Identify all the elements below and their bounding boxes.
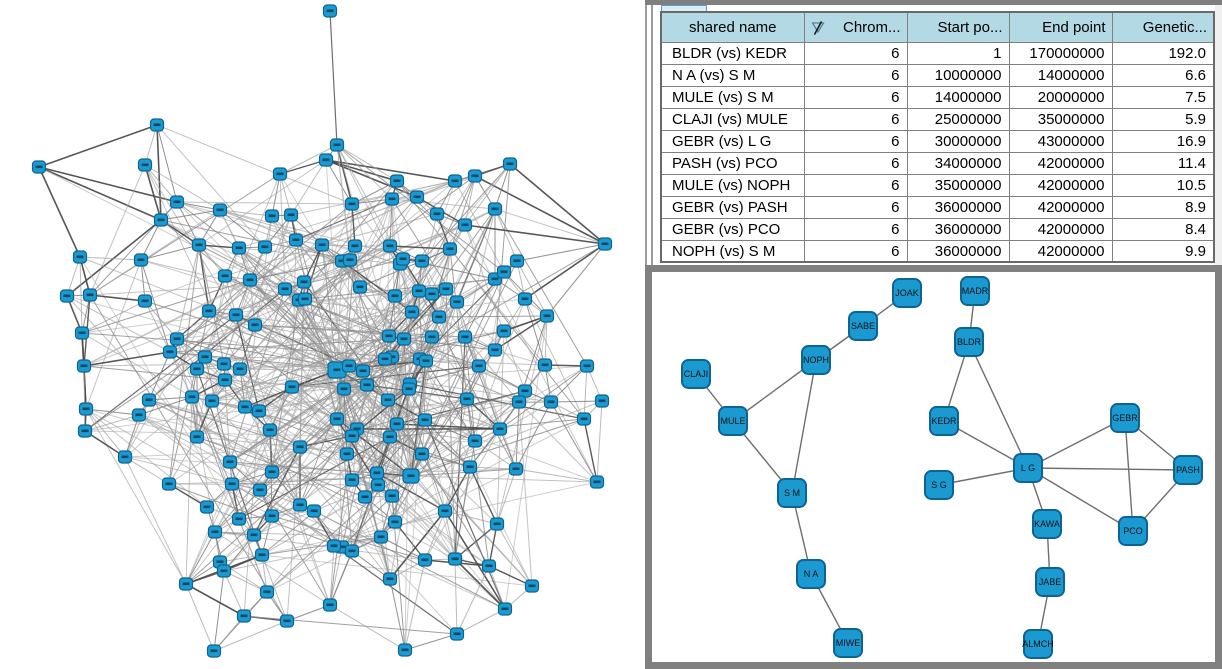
svg-text:L G: L G	[1021, 463, 1035, 473]
svg-text:MULE: MULE	[720, 416, 745, 426]
svg-text:S G: S G	[931, 480, 947, 490]
svg-text:PCO: PCO	[1123, 526, 1143, 536]
svg-text:S M: S M	[784, 488, 800, 498]
svg-text:KEDR: KEDR	[931, 416, 957, 426]
svg-text:GEBR: GEBR	[1112, 413, 1138, 423]
svg-text:MIWE: MIWE	[836, 638, 861, 648]
svg-text:KAWA: KAWA	[1034, 519, 1060, 529]
svg-text:JABE: JABE	[1039, 577, 1062, 587]
svg-text:BLDR: BLDR	[957, 337, 982, 347]
svg-text:JOAK: JOAK	[895, 288, 919, 298]
svg-text:NOPH: NOPH	[803, 355, 829, 365]
svg-text:CLAJI: CLAJI	[684, 369, 709, 379]
svg-text:PASH: PASH	[1176, 465, 1200, 475]
svg-text:SABE: SABE	[851, 321, 875, 331]
svg-text:MADR: MADR	[962, 286, 989, 296]
svg-text:N A: N A	[804, 569, 819, 579]
svg-text:ALMCH: ALMCH	[1022, 639, 1054, 649]
